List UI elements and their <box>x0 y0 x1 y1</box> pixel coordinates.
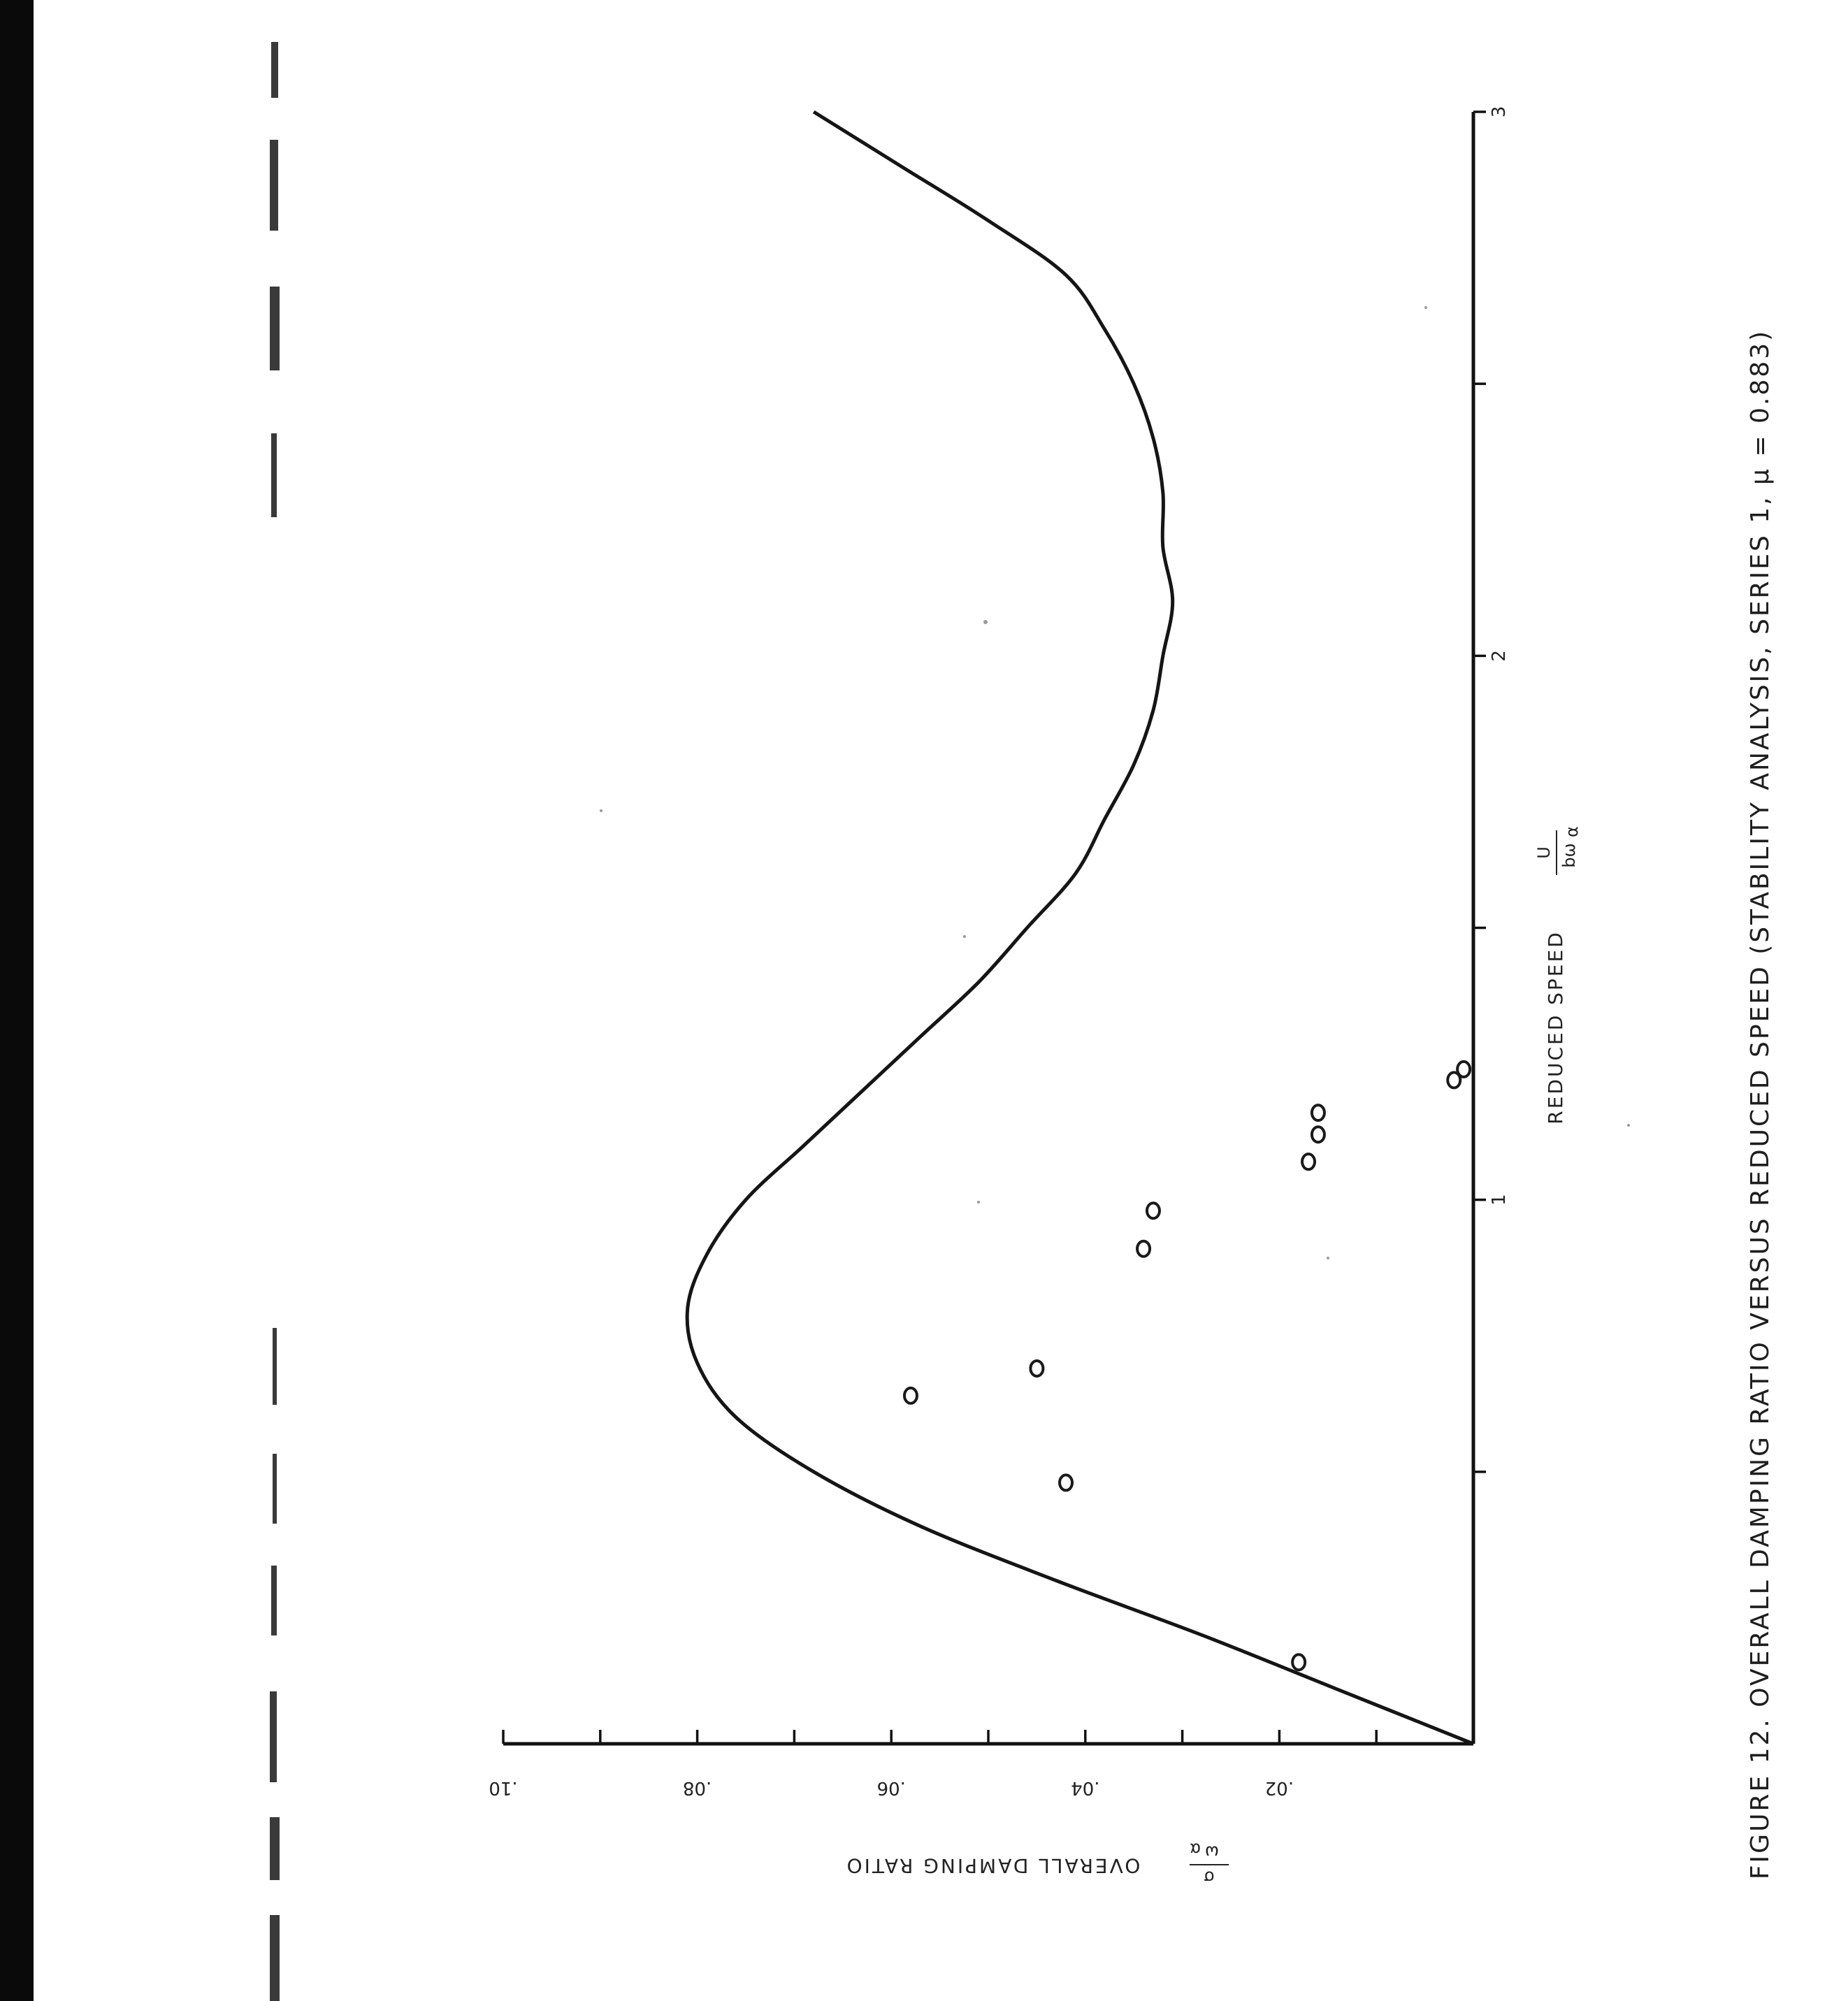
data-point <box>1291 1653 1307 1672</box>
y-tick-label: .02 <box>1265 1777 1294 1798</box>
caption-group: FIGURE 12. OVERALL DAMPING RATIO VERSUS … <box>1746 329 1775 1879</box>
x-axis-fraction: U bω α <box>1534 826 1582 875</box>
data-point <box>1145 1201 1161 1220</box>
tick-marks <box>502 110 1486 1744</box>
x-fraction-numerator: U <box>1534 846 1554 859</box>
y-fraction-numerator: σ <box>1204 1868 1214 1887</box>
x-tick-label: 3 <box>1489 106 1510 118</box>
scan-specks <box>600 306 1630 1259</box>
data-point <box>1301 1153 1317 1171</box>
y-fraction-denominator: ω <box>1205 1842 1219 1862</box>
data-point <box>1058 1473 1074 1492</box>
y-axis-fraction: σ ω α <box>1190 1840 1229 1887</box>
y-tick-label: .10 <box>489 1777 517 1798</box>
tick-labels: 1 2 3 .02 .04 .06 .08 .10 <box>489 106 1510 1798</box>
scan-left-border <box>0 0 34 2001</box>
x-fraction-denominator: bω <box>1559 843 1579 867</box>
data-point <box>1310 1104 1326 1122</box>
scan-margin-marks <box>270 42 280 2001</box>
data-point <box>1029 1359 1045 1378</box>
x-axis-label: REDUCED SPEED <box>1544 930 1567 1125</box>
figure-caption: FIGURE 12. OVERALL DAMPING RATIO VERSUS … <box>1746 329 1775 1879</box>
y-tick-label: .06 <box>877 1777 906 1798</box>
x-tick-label: 1 <box>1489 1194 1510 1206</box>
data-point <box>1310 1125 1326 1144</box>
data-point <box>1456 1060 1472 1078</box>
axes <box>503 112 1475 1746</box>
x-tick-label: 2 <box>1489 650 1510 662</box>
x-fraction-subscript: α <box>1562 826 1582 837</box>
data-point <box>1446 1071 1462 1090</box>
y-axis-label-group: OVERALL DAMPING RATIO σ ω α <box>845 1840 1229 1887</box>
x-axis-label-group: REDUCED SPEED U bω α <box>1534 826 1582 1125</box>
data-point <box>902 1386 918 1405</box>
y-axis-label: OVERALL DAMPING RATIO <box>845 1854 1141 1877</box>
damping-curve <box>685 110 1474 1746</box>
y-tick-label: .08 <box>683 1777 712 1798</box>
data-point <box>1136 1239 1152 1258</box>
y-tick-label: .04 <box>1071 1777 1099 1798</box>
test-data-points <box>902 1060 1472 1672</box>
y-fraction-subscript: α <box>1190 1840 1201 1859</box>
